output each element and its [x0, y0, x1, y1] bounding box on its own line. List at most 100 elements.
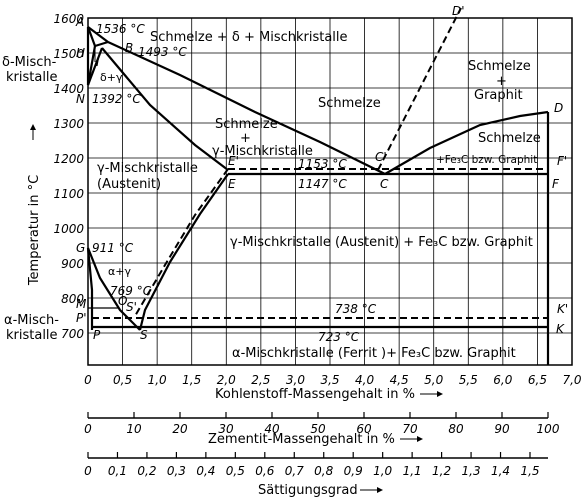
region-melt-fe3c-2: +Fe₃C bzw. Graphit: [436, 154, 537, 166]
y-axis-arrowhead: [30, 124, 36, 130]
region-melt-graphite-3: Graphit: [474, 88, 523, 103]
x-tick-label: 6,0: [493, 373, 512, 387]
cementite-tick-label: 10: [126, 422, 142, 436]
cementite-tick-label: 30: [218, 422, 234, 436]
saturation-tick-label: 0,1: [108, 464, 127, 478]
region-melt-graphite-2: +: [496, 74, 507, 89]
point-D-prime: D': [452, 4, 465, 18]
line-I-E: [101, 47, 229, 171]
region-delta-left-2: kristalle: [6, 70, 58, 85]
y-tick-label: 900: [61, 257, 84, 271]
saturation-arrowhead: [377, 487, 383, 493]
region-delta-gamma: δ+γ: [100, 71, 123, 84]
point-C: C: [380, 177, 389, 191]
point-P: P: [93, 328, 101, 342]
region-austenite-fe3c: γ-Mischkristalle (Austenit) + Fe₃C bzw. …: [230, 235, 533, 250]
point-C-prime: C': [375, 150, 387, 164]
saturation-tick-label: 0,8: [314, 464, 333, 478]
saturation-tick-label: 0,3: [167, 464, 186, 478]
region-melt-gamma-2: +: [240, 131, 251, 146]
point-I: I: [96, 55, 100, 69]
cementite-tick-label: 70: [402, 422, 418, 436]
saturation-scale-label: Sättigungsgrad: [258, 483, 358, 498]
saturation-tick-label: 1,3: [462, 464, 481, 478]
region-austenite-1: γ-Mischkristalle: [97, 161, 198, 176]
temp-1153: 1153 °C: [298, 157, 347, 171]
cementite-scale-label: Zementit-Massengehalt in %: [208, 432, 395, 447]
cementite-tick-label: 40: [264, 422, 280, 436]
line-C-D: [384, 110, 549, 175]
cementite-scale-ticks: 0 10 20 30 40 50 60 70 80 90 100: [84, 412, 560, 436]
x-tick-label: 1,0: [148, 373, 167, 387]
region-alpha-gamma: α+γ: [108, 265, 131, 278]
saturation-tick-label: 1,4: [491, 464, 510, 478]
point-P-prime: P': [76, 311, 87, 325]
line-H-B: [94, 40, 109, 48]
cementite-tick-label: 90: [494, 422, 510, 436]
x-tick-label: 2,5: [251, 373, 270, 387]
vertical-gridlines: [122, 18, 538, 365]
point-G: G: [76, 241, 85, 255]
region-alpha-left-1: α-Misch-: [4, 313, 59, 328]
cementite-tick-label: 80: [448, 422, 464, 436]
temp-1536: 1536 °C: [96, 22, 145, 36]
x-axis-label: Kohlenstoff-Massengehalt in %: [215, 387, 415, 402]
point-M: M: [76, 297, 87, 311]
x-tick-label: 5,0: [424, 373, 443, 387]
x-axis-arrowhead: [437, 391, 443, 397]
line-A-H: [86, 26, 97, 47]
saturation-tick-label: 0,4: [196, 464, 215, 478]
y-axis-label: Temperatur in °C: [27, 175, 42, 286]
x-tick-label: 3,0: [286, 373, 305, 387]
y-tick-label: 1200: [53, 152, 84, 166]
line-H-N: [86, 45, 97, 86]
x-tick-labels: 0 0,5 1,0 1,5 2,0 2,5 3,0 3,5 4,0 4,5 5,0 5,5 6,0 6,5…: [84, 373, 582, 387]
temp-1147: 1147 °C: [298, 177, 347, 191]
y-tick-label: 1000: [53, 222, 84, 236]
line-G-P: [86, 247, 94, 330]
temp-1493: 1493 °C: [138, 45, 187, 59]
saturation-tick-label: 0,6: [255, 464, 274, 478]
point-K: K: [556, 322, 565, 336]
region-delta-left-1: δ-Misch-: [2, 55, 57, 70]
dashed-C-D: [377, 7, 462, 171]
region-melt-gamma-3: γ-Mischkristalle: [212, 144, 313, 159]
cementite-arrowhead: [417, 436, 423, 442]
line-E-S: [138, 173, 229, 331]
point-K-prime: K': [557, 302, 568, 316]
dashed-phase-lines: [92, 7, 548, 319]
cementite-tick-label: 100: [537, 422, 560, 436]
point-E-prime: E': [228, 154, 239, 168]
y-tick-label: 1100: [53, 187, 84, 201]
point-B: B: [125, 41, 133, 55]
y-tick-labels: 1600 1500 1400 1300 1200 1100 1000 900 800 700: [53, 12, 84, 341]
y-tick-label: 1600: [53, 12, 84, 26]
x-tick-label: 5,5: [459, 373, 478, 387]
region-melt-fe3c-1: Schmelze: [478, 131, 541, 146]
y-tick-label: 700: [61, 327, 84, 341]
x-tick-label: 6,5: [528, 373, 547, 387]
saturation-tick-label: 0,9: [344, 464, 363, 478]
point-S: S: [140, 328, 148, 342]
point-H: H: [76, 46, 85, 60]
line-G-S: [86, 247, 141, 331]
saturation-tick-label: 1,1: [403, 464, 422, 478]
region-ferrite-fe3c: α-Mischkristalle (Ferrit )+ Fe₃C bzw. Gr…: [232, 346, 516, 361]
y-tick-label: 1500: [53, 47, 84, 61]
point-F-prime: F': [557, 154, 567, 168]
cementite-tick-label: 50: [310, 422, 326, 436]
temp-769: 769 °C: [110, 284, 152, 298]
saturation-tick-label: 0,7: [285, 464, 304, 478]
x-tick-label: 0,5: [113, 373, 132, 387]
point-O: O: [118, 294, 127, 308]
y-tick-label: 1400: [53, 82, 84, 96]
saturation-tick-label: 1,2: [432, 464, 451, 478]
temp-723: 723 °C: [318, 330, 360, 344]
cementite-tick-label: 20: [172, 422, 188, 436]
point-F: F: [552, 177, 560, 191]
point-E: E: [228, 177, 236, 191]
point-S-prime: S': [126, 300, 137, 314]
x-tick-label: 4,0: [355, 373, 374, 387]
x-tick-label: 3,5: [320, 373, 339, 387]
solid-phase-lines: [86, 26, 550, 365]
